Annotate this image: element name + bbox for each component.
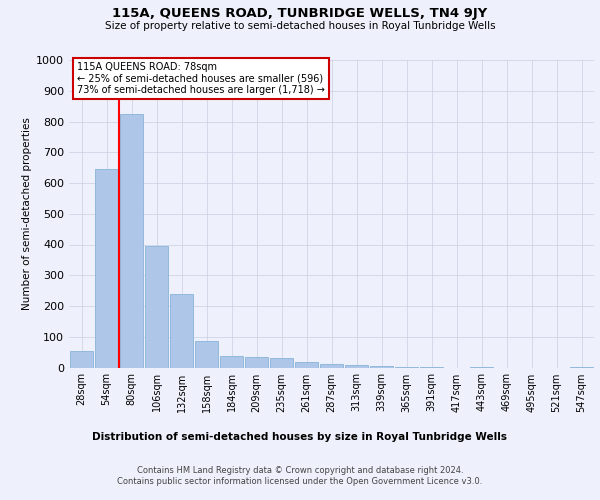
Text: 115A, QUEENS ROAD, TUNBRIDGE WELLS, TN4 9JY: 115A, QUEENS ROAD, TUNBRIDGE WELLS, TN4 … [112, 8, 488, 20]
Bar [395, 366, 418, 368]
Text: Contains HM Land Registry data © Crown copyright and database right 2024.: Contains HM Land Registry data © Crown c… [137, 466, 463, 475]
Bar [269, 358, 293, 368]
Bar [220, 356, 244, 368]
Bar [245, 356, 268, 368]
Text: 115A QUEENS ROAD: 78sqm
← 25% of semi-detached houses are smaller (596)
73% of s: 115A QUEENS ROAD: 78sqm ← 25% of semi-de… [77, 62, 325, 94]
Bar [170, 294, 193, 368]
Text: Size of property relative to semi-detached houses in Royal Tunbridge Wells: Size of property relative to semi-detach… [104, 21, 496, 31]
Bar [419, 367, 443, 368]
Y-axis label: Number of semi-detached properties: Number of semi-detached properties [22, 118, 32, 310]
Text: Distribution of semi-detached houses by size in Royal Tunbridge Wells: Distribution of semi-detached houses by … [92, 432, 508, 442]
Bar [145, 246, 169, 368]
Bar [569, 367, 593, 368]
Bar [370, 366, 394, 368]
Bar [119, 114, 143, 368]
Text: Contains public sector information licensed under the Open Government Licence v3: Contains public sector information licen… [118, 478, 482, 486]
Bar [194, 342, 218, 367]
Bar [344, 365, 368, 368]
Bar [95, 169, 118, 368]
Bar [320, 364, 343, 368]
Bar [295, 362, 319, 368]
Bar [70, 350, 94, 368]
